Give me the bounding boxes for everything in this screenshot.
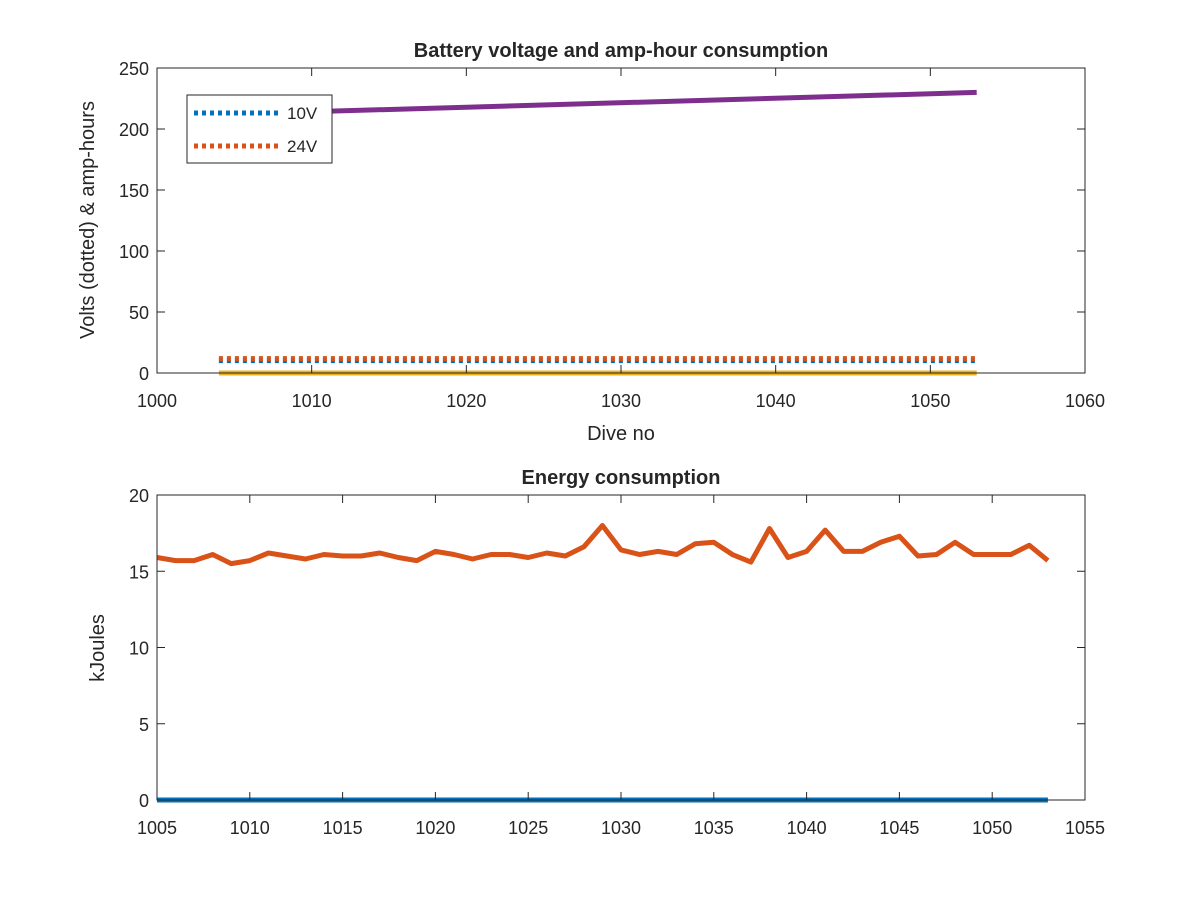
energy-chart: 1005 1010 1015 1020 1025 1030 1035 1040 1045 1050… [87,467,1105,838]
voltage-y-tick-label: 250 [119,59,149,79]
energy-x-tick-label: 1045 [879,818,919,838]
energy-x-tick-label: 1015 [323,818,363,838]
voltage-x-axis-label: Dive no [587,423,655,445]
voltage-x-tick-label: 1050 [910,391,950,411]
energy-x-tick-label: 1020 [415,818,455,838]
energy-y-tick-label: 20 [129,486,149,506]
voltage-x-tick-label: 1010 [292,391,332,411]
energy-series-line-0 [156,523,1050,567]
voltage-legend: 10V 24V [186,94,333,164]
energy-x-tick-label: 1005 [137,818,177,838]
energy-y-tick-label: 10 [129,639,149,659]
voltage-x-tick-label: 1030 [601,391,641,411]
energy-x-tick-label: 1050 [972,818,1012,838]
voltage-y-tick-label: 200 [119,120,149,140]
energy-tick-layer: 1005 1010 1015 1020 1025 1030 1035 1040 1045 1050… [129,486,1105,838]
voltage-x-tick-label: 1060 [1065,391,1105,411]
energy-x-tick-label: 1035 [694,818,734,838]
legend-label-10v: 10V [287,104,318,123]
energy-y-axis-label: kJoules [87,614,109,682]
voltage-series-line-3 [218,89,977,117]
voltage-y-tick-label: 50 [129,303,149,323]
energy-x-tick-label: 1025 [508,818,548,838]
energy-x-tick-label: 1040 [787,818,827,838]
legend-label-24v: 24V [287,137,318,156]
voltage-y-axis-label: Volts (dotted) & amp-hours [77,101,99,339]
voltage-y-tick-label: 150 [119,181,149,201]
energy-x-tick-label: 1010 [230,818,270,838]
voltage-chart-title: Battery voltage and amp-hour consumption [414,40,828,62]
voltage-y-tick-label: 0 [139,364,149,384]
energy-y-tick-label: 5 [139,715,149,735]
voltage-x-tick-label: 1040 [756,391,796,411]
voltage-x-tick-label: 1000 [137,391,177,411]
voltage-y-tick-label: 100 [119,242,149,262]
voltage-tick-layer: 1000 1010 1020 1030 1040 1050 1060 0 50 100 150 200… [119,59,1105,411]
voltage-chart: 1000 1010 1020 1030 1040 1050 1060 0 50 100 150 200… [77,40,1105,445]
legend-box [186,94,333,164]
energy-x-tick-label: 1055 [1065,818,1105,838]
energy-y-tick-label: 15 [129,562,149,582]
energy-chart-title: Energy consumption [522,467,721,489]
voltage-x-tick-label: 1020 [446,391,486,411]
energy-y-tick-label: 0 [139,791,149,811]
energy-x-tick-label: 1030 [601,818,641,838]
